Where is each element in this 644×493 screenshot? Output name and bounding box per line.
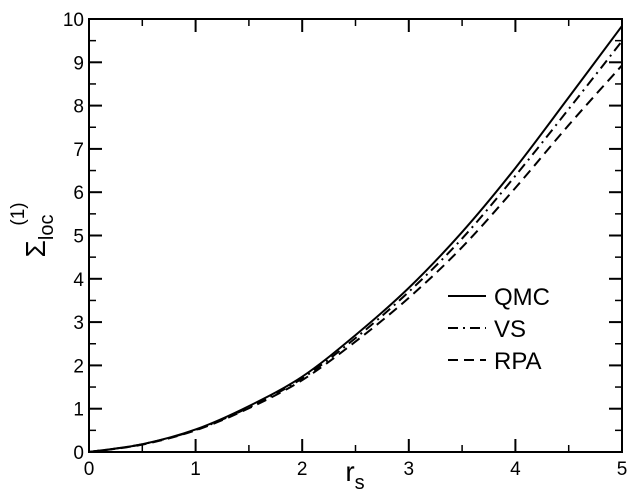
plot-frame [88,18,623,453]
y-axis-title-sup: (1) [8,202,29,225]
y-tick-label: 7 [73,140,84,161]
series-layer [88,25,623,453]
y-tick-label: 5 [73,227,84,248]
y-axis-title-sub: loc [36,215,58,241]
y-tick-label: 9 [73,53,84,74]
y-tick-label: 10 [63,10,84,31]
y-tick-label: 4 [73,270,84,291]
x-axis-title: rs [345,456,364,493]
x-tick-label: 0 [84,459,95,480]
ticks-layer: 0 1 2 3 4 5 0 1 2 3 4 5 6 7 8 9 10 [63,10,627,480]
y-axis-title-main: Σ [20,240,51,257]
x-axis-title-main: r [345,456,354,487]
x-tick-label: 2 [297,459,308,480]
x-tick-label: 1 [190,459,201,480]
series-line-vs [88,40,623,453]
y-axis-title: Σloc (1) [8,202,58,257]
series-line-rpa [88,64,623,453]
x-tick-label: 5 [617,459,628,480]
y-tick-label: 2 [73,356,84,377]
legend-label-vs: VS [494,316,526,343]
y-tick-label: 6 [73,183,84,204]
legend: QMC VS RPA [448,284,550,375]
y-tick-label: 8 [73,97,84,118]
y-tick-label: 1 [73,400,84,421]
x-axis-title-sub: s [355,472,365,493]
x-tick-label: 4 [510,459,521,480]
legend-label-qmc: QMC [494,284,550,311]
legend-label-rpa: RPA [494,348,542,375]
y-tick-label: 3 [73,313,84,334]
y-tick-label: 0 [73,443,84,464]
svg-text:Σloc: Σloc [20,215,58,258]
series-line-qmc [88,25,623,453]
x-tick-label: 3 [404,459,415,480]
